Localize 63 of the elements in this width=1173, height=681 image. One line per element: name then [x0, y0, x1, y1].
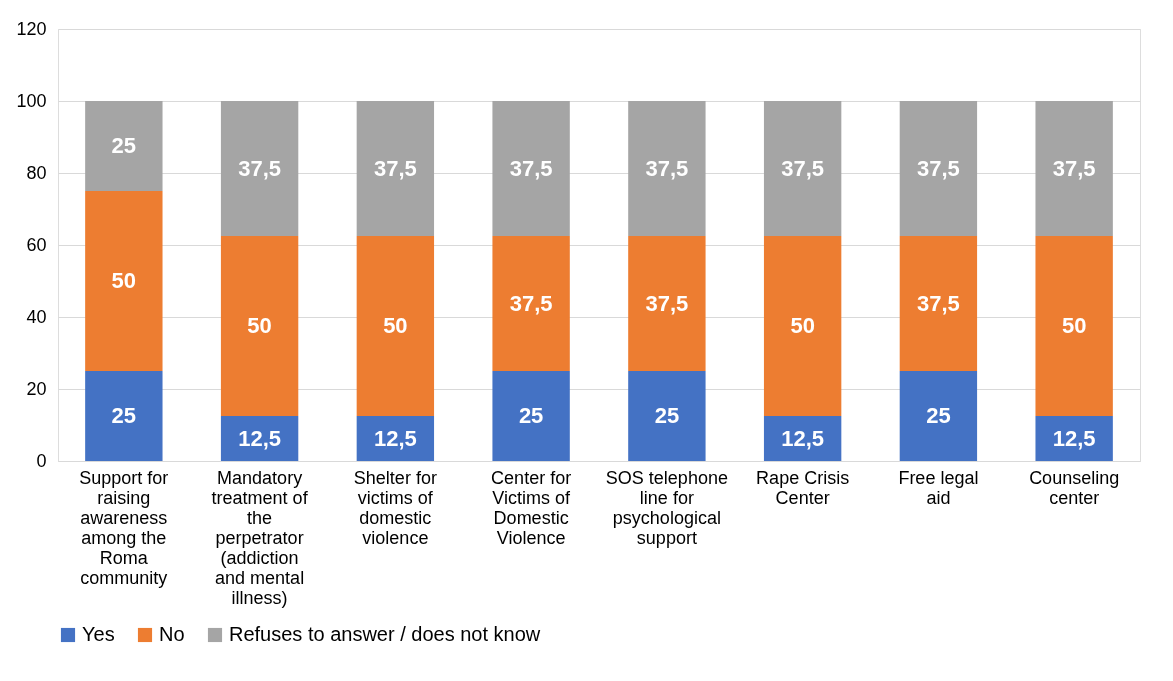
bar: [220, 236, 299, 416]
data-label: 37,5: [916, 155, 960, 181]
data-label: 37,5: [645, 155, 689, 181]
bar: [85, 371, 163, 461]
bar: [899, 101, 978, 236]
bar: [356, 101, 435, 236]
data-label: 50: [383, 313, 408, 338]
data-label: 37,5: [509, 290, 553, 316]
bar: [899, 236, 978, 371]
x-tick-label: Rape Crisis Center: [756, 467, 850, 508]
data-label: 37,5: [645, 290, 689, 316]
x-tick-label: Mandatory treatment of the perpetrator (addiction and mental illness): [211, 467, 309, 608]
data-label: 25: [518, 403, 544, 428]
y-tick-label: 120: [16, 18, 47, 39]
y-tick-label: 20: [26, 378, 47, 399]
bar: [492, 236, 570, 371]
bar: [1035, 416, 1113, 461]
bar: [628, 236, 706, 371]
data-label: 12,5: [373, 425, 417, 451]
data-label: 25: [111, 403, 137, 428]
x-tick-label: Center for Victims of Domestic Violence: [491, 467, 572, 548]
bar: [1035, 236, 1113, 416]
bar: [492, 101, 570, 236]
bar: [628, 371, 706, 461]
bar: [356, 236, 435, 416]
data-label: 37,5: [238, 155, 282, 181]
legend-label: Refuses to answer / does not know: [229, 623, 541, 645]
data-label: 37,5: [916, 290, 960, 316]
bar: [85, 191, 163, 371]
bar: [492, 371, 570, 461]
y-tick-label: 100: [16, 90, 47, 111]
bar: [763, 236, 842, 416]
legend-label: Yes: [82, 623, 115, 645]
data-label: 50: [111, 268, 137, 293]
data-label: 25: [926, 403, 951, 428]
bar: [763, 101, 842, 236]
bar: [899, 371, 978, 461]
data-label: 25: [654, 403, 680, 428]
data-label: 12,5: [781, 425, 825, 451]
x-tick-label: Shelter for victims of domestic violence: [353, 467, 437, 548]
legend-label: No: [159, 623, 185, 645]
data-label: 50: [790, 313, 815, 338]
bar: [1035, 101, 1113, 236]
x-tick-label: Counseling center: [1029, 467, 1120, 508]
x-tick-label: SOS telephone line for psychological support: [605, 467, 728, 548]
y-tick-label: 60: [26, 234, 47, 255]
data-label: 37,5: [1052, 155, 1096, 181]
y-tick-label: 40: [26, 306, 47, 327]
y-tick-label: 0: [36, 450, 47, 471]
data-label: 12,5: [1052, 425, 1096, 451]
data-label: 37,5: [781, 155, 825, 181]
bar: [220, 101, 299, 236]
x-tick-label: Free legal aid: [898, 467, 979, 508]
bar: [628, 101, 706, 236]
data-label: 12,5: [238, 425, 282, 451]
x-tick-label: Support for raising awareness among the Roma community: [79, 467, 169, 588]
data-label: 37,5: [509, 155, 553, 181]
bar: [85, 101, 163, 191]
y-tick-label: 80: [26, 162, 47, 183]
data-label: 37,5: [373, 155, 417, 181]
data-label: 50: [247, 313, 272, 338]
data-label: 25: [111, 133, 137, 158]
data-label: 50: [1061, 313, 1087, 338]
